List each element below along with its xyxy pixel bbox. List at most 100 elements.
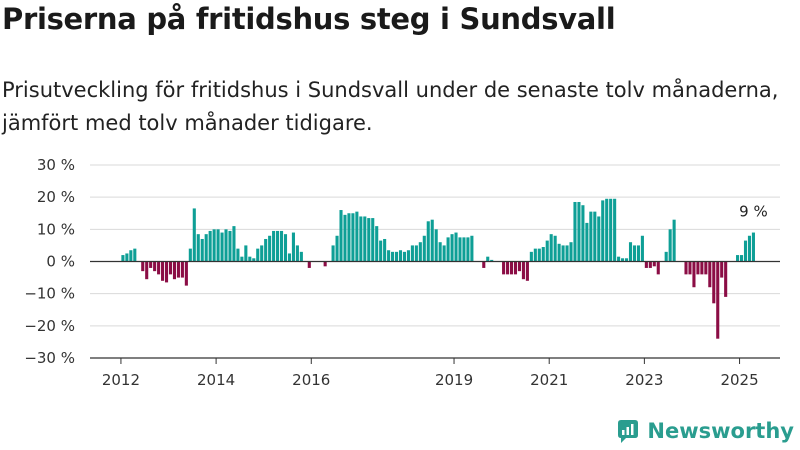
bar: [553, 235, 557, 262]
bar: [343, 214, 347, 262]
bar: [529, 251, 533, 262]
bar: [593, 211, 597, 262]
y-tick-label: −10 %: [24, 285, 75, 303]
bar: [252, 258, 256, 262]
bar: [581, 205, 585, 262]
bar: [188, 248, 192, 262]
x-tick-label: 2012: [102, 371, 140, 389]
bar: [406, 250, 410, 262]
bar: [430, 219, 434, 262]
bar: [228, 230, 232, 262]
bar: [307, 261, 311, 268]
bar: [224, 229, 228, 262]
y-tick-label: −20 %: [24, 317, 75, 335]
bar: [533, 248, 537, 262]
bar: [157, 261, 161, 275]
bar: [736, 255, 740, 262]
bar: [446, 237, 450, 262]
bar: [684, 261, 688, 275]
bar: [450, 234, 454, 262]
x-axis-ticks: 2012 2014 2016 2019 2021 2023 2025: [102, 358, 759, 389]
bar: [486, 256, 490, 262]
bar: [720, 261, 724, 278]
bar: [597, 216, 601, 262]
bar: [747, 235, 752, 262]
bar: [129, 250, 133, 262]
y-tick-label: 30 %: [37, 156, 75, 174]
x-tick-label: 2019: [435, 371, 473, 389]
bar: [617, 256, 621, 262]
bar: [272, 230, 276, 262]
bar: [295, 245, 299, 262]
bar: [212, 229, 216, 262]
bar: [545, 240, 549, 262]
bar: [145, 261, 149, 280]
bar: [153, 261, 157, 272]
bar: [739, 255, 744, 262]
bar: [482, 261, 486, 268]
bar: [652, 261, 656, 267]
bar: [632, 245, 637, 262]
bar: [287, 253, 292, 262]
bar: [149, 261, 153, 268]
bar: [569, 242, 573, 262]
bar: [438, 242, 442, 262]
bar: [537, 248, 541, 262]
y-tick-label: 10 %: [37, 220, 75, 238]
bar: [656, 261, 660, 275]
bar: [609, 198, 613, 262]
newsworthy-logo: Newsworthy: [615, 418, 794, 444]
bar: [180, 261, 184, 278]
bar: [387, 250, 391, 262]
bar: [141, 261, 145, 272]
bar: [561, 245, 565, 262]
bar: [164, 261, 169, 283]
bar: [339, 210, 343, 262]
y-axis-tick-labels: −30 % −20 % −10 % 0 % 10 % 20 % 30 %: [24, 156, 75, 367]
bar: [541, 247, 545, 262]
bar: [422, 235, 426, 262]
bar: [605, 198, 609, 262]
bar: [168, 261, 173, 275]
bar: [402, 251, 407, 262]
bar: [398, 250, 403, 262]
bar: [204, 234, 208, 262]
bar: [668, 229, 672, 262]
bar: [621, 258, 625, 262]
bar: [291, 232, 295, 262]
x-tick-label: 2025: [720, 371, 758, 389]
bar: [351, 213, 355, 262]
bar: [331, 245, 335, 262]
y-tick-label: −30 %: [24, 349, 75, 367]
bar: [355, 211, 359, 262]
bar: [176, 261, 180, 278]
bar: [414, 245, 418, 262]
bar: [573, 201, 577, 262]
bar: [133, 248, 137, 262]
bar: [371, 218, 375, 262]
bar: [712, 261, 716, 304]
bar: [704, 261, 708, 275]
bar: [383, 238, 387, 262]
bar: [379, 240, 383, 262]
x-tick-label: 2023: [625, 371, 663, 389]
bar: [121, 255, 125, 262]
bar: [648, 261, 652, 268]
bar: [458, 237, 462, 262]
bar: [688, 261, 692, 275]
bar: [220, 232, 224, 262]
gridlines: [90, 164, 780, 327]
bar: [172, 261, 177, 280]
bar: [279, 230, 284, 262]
bar: [200, 238, 204, 262]
bar: [549, 234, 553, 262]
bar: [672, 219, 676, 262]
bar: [640, 235, 644, 262]
bar: [268, 235, 272, 262]
bar: [184, 261, 188, 286]
bar: [410, 245, 414, 262]
bar: [359, 216, 363, 262]
bar: [283, 234, 288, 262]
bar: [525, 261, 529, 281]
bar: [601, 200, 605, 262]
